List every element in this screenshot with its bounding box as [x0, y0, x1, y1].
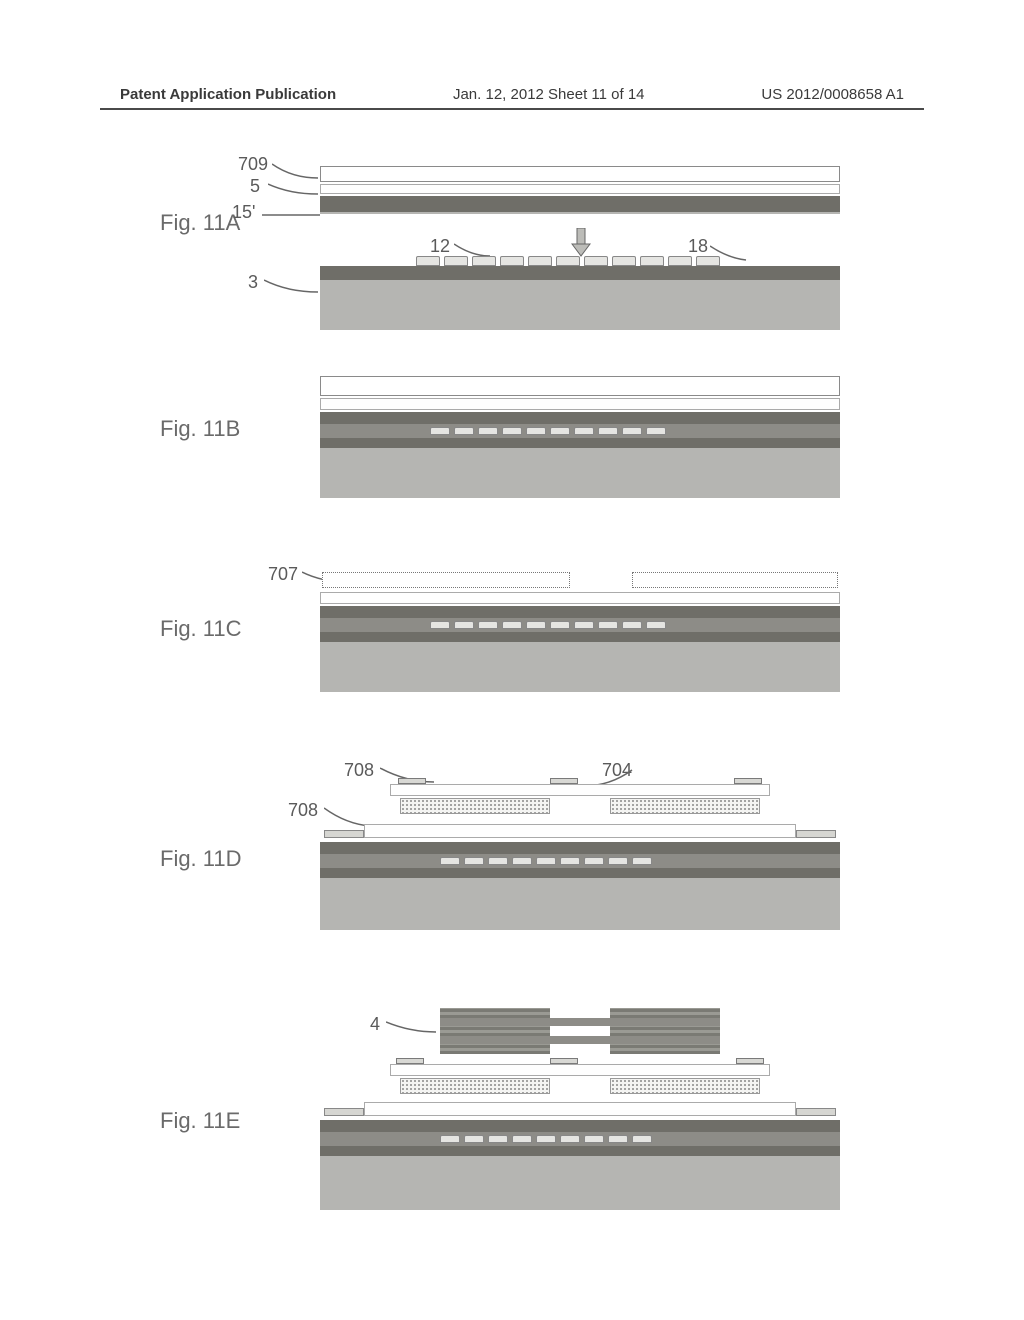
figure-11a: Fig. 11A 709 5 15' 3 12 18 — [0, 150, 1024, 340]
date-sheet: Jan. 12, 2012 Sheet 11 of 14 — [453, 86, 645, 103]
fig-11e-label: Fig. 11E — [160, 1108, 240, 1134]
figure-11b: Fig. 11B — [0, 370, 1024, 520]
publication-number: US 2012/0008658 A1 — [761, 86, 904, 103]
fig-11b-label: Fig. 11B — [160, 416, 240, 442]
fig-11c-label: Fig. 11C — [160, 616, 242, 642]
figure-11e: Fig. 11E 4 — [0, 1000, 1024, 1240]
publication-label: Patent Application Publication — [120, 86, 336, 103]
fig-11a-label: Fig. 11A — [160, 210, 240, 236]
header-rule — [100, 108, 924, 110]
fig-11d-label: Fig. 11D — [160, 846, 242, 872]
page-header: Patent Application Publication Jan. 12, … — [0, 86, 1024, 103]
figure-11c: Fig. 11C 707 — [0, 560, 1024, 720]
figure-11d: Fig. 11D 708 704 708 — [0, 760, 1024, 960]
